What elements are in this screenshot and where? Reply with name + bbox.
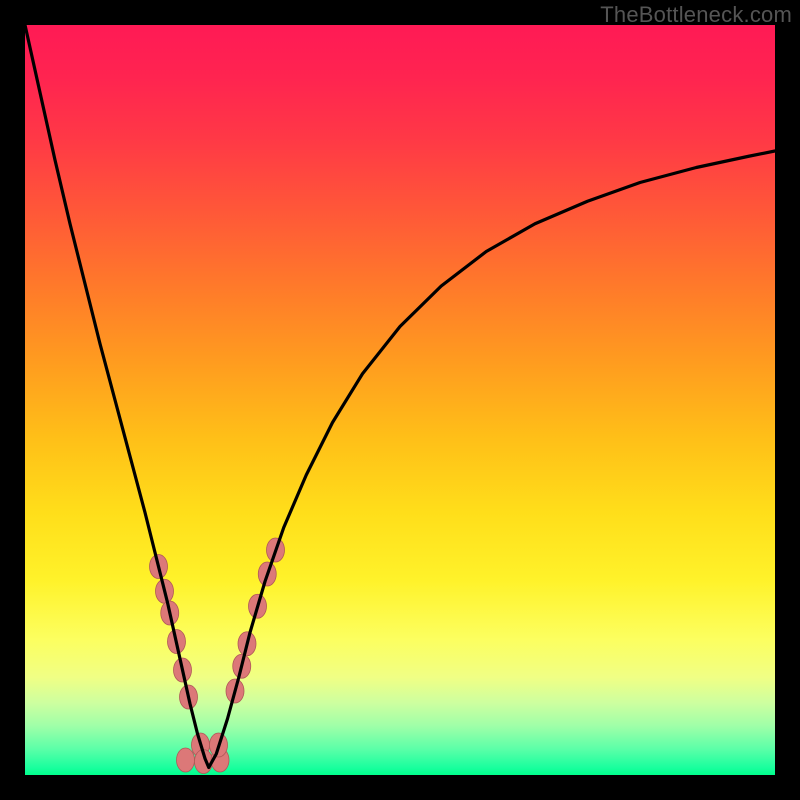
curve-layer [25, 25, 775, 775]
data-markers [150, 538, 285, 774]
chart-frame: TheBottleneck.com [0, 0, 800, 800]
data-marker [177, 748, 195, 772]
watermark-text: TheBottleneck.com [600, 2, 792, 28]
chart-plot-area [25, 25, 775, 775]
bottleneck-curve [25, 25, 775, 768]
